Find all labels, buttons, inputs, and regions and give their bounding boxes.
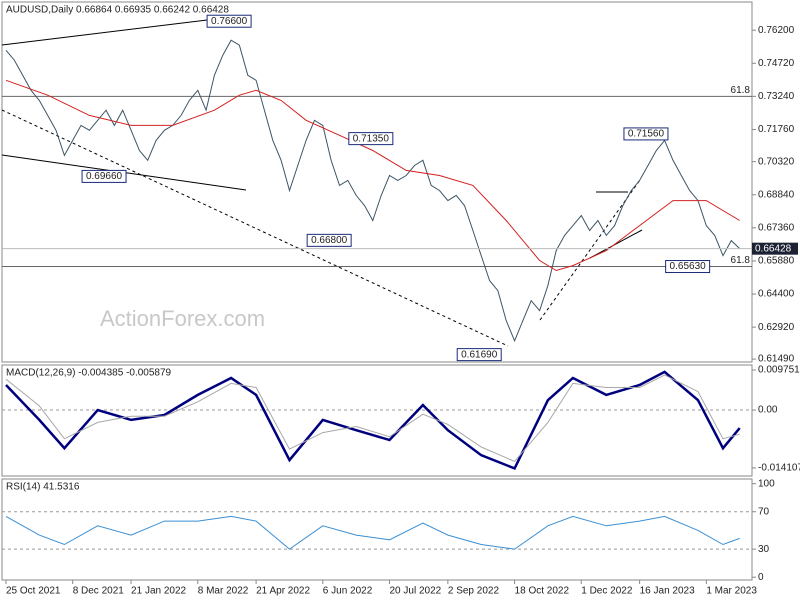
annotation-label: 0.76600 [211,16,248,27]
trend-line [539,179,641,321]
y-tick-label: 0.00 [758,405,778,416]
x-tick-label: 16 Jan 2023 [640,586,695,597]
annotation-label: 0.65630 [670,261,707,272]
y-tick-label: 0.009751 [758,365,800,376]
panel-title: RSI(14) 41.5316 [6,482,80,493]
y-tick-label: 30 [758,544,770,555]
y-tick-label: 70 [758,506,770,517]
series-line [5,370,741,470]
trend-line [589,229,643,259]
annotation-box [348,132,394,146]
macd-panel [1,364,753,477]
level-label: 61.8 [731,255,751,266]
annotation-box [623,127,669,141]
y-tick-label: 0.61490 [758,354,795,365]
y-tick-label: 0.65880 [758,256,795,267]
level-label: 61.8 [731,85,751,96]
annotation-box [456,348,502,362]
y-tick-label: -0.014107 [758,463,800,474]
series-line [5,374,740,463]
x-tick-label: 2 Sep 2022 [448,586,500,597]
price-panel [1,1,753,363]
annotation-box [665,260,711,274]
y-tick-label: 0.74720 [758,58,795,69]
y-tick-label: 0.76200 [758,25,795,36]
y-tick-label: 0.62920 [758,322,795,333]
watermark: ActionForex.com [100,306,265,331]
annotation-label: 0.71560 [628,129,665,140]
x-tick-label: 21 Apr 2022 [256,586,310,597]
x-tick-label: 20 Jul 2022 [390,586,442,597]
rsi-panel [1,478,753,581]
series-line [5,515,740,550]
annotation-label: 0.71350 [353,133,390,144]
x-tick-label: 25 Oct 2021 [6,586,61,597]
y-tick-label: 0.71760 [758,124,795,135]
x-tick-label: 1 Mar 2023 [706,586,757,597]
y-tick-label: 100 [758,478,775,489]
y-tick-label: 0.73240 [758,91,795,102]
x-tick-label: 21 Jan 2022 [131,586,186,597]
series-line [5,39,741,343]
annotation-box [206,14,252,28]
series-line [5,79,740,272]
y-tick-label: 0.64400 [758,289,795,300]
last-price-box [752,242,798,255]
x-tick-label: 8 Mar 2022 [198,586,249,597]
x-tick-label: 8 Dec 2021 [73,586,125,597]
y-tick-label: 0.70320 [758,156,795,167]
x-tick-label: 6 Jun 2022 [323,586,373,597]
trend-line [1,15,241,46]
y-tick-label: 0 [758,572,764,583]
y-tick-label: 0.68840 [758,189,795,200]
annotation-label: 0.61690 [461,349,498,360]
annotation-box [306,233,352,247]
annotation-label: 0.69660 [86,171,123,182]
y-tick-label: 0.67360 [758,222,795,233]
x-tick-label: 1 Dec 2022 [581,586,633,597]
x-tick-label: 18 Oct 2022 [515,586,570,597]
annotation-label: 0.66800 [311,235,348,246]
last-price-label: 0.66428 [755,243,792,254]
annotation-box [81,169,127,183]
panel-title: MACD(12,26,9) -0.004385 -0.005879 [6,368,172,379]
panel-title: AUDUSD,Daily 0.66864 0.66935 0.66242 0.6… [6,5,229,16]
